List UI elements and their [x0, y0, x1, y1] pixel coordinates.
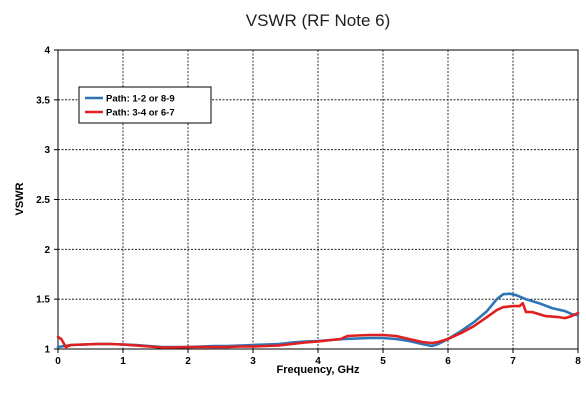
series-line-2	[56, 301, 580, 349]
x-tick-label: 3	[250, 356, 256, 367]
y-tick-label: 1	[44, 345, 50, 356]
y-tick-label: 4	[44, 46, 50, 57]
x-axis-label: Frequency, GHz	[277, 364, 360, 376]
y-tick-labels: 1 1.5 2 2.5 3 3.5 4	[36, 46, 50, 356]
y-tick-label: 3.5	[36, 95, 50, 106]
x-tick-label: 2	[185, 356, 191, 367]
chart-title: VSWR (RF Note 6)	[246, 11, 391, 30]
legend: Path: 1-2 or 8-9 Path: 3-4 or 6-7	[78, 86, 212, 124]
legend-box	[78, 86, 212, 124]
y-tick-label: 3	[44, 145, 50, 156]
x-tick-label: 5	[380, 356, 386, 367]
y-tick-label: 2	[44, 245, 50, 256]
legend-label-2: Path: 3-4 or 6-7	[106, 108, 175, 119]
legend-label-1: Path: 1-2 or 8-9	[106, 94, 175, 105]
x-tick-label: 6	[445, 356, 451, 367]
series-layer	[56, 292, 580, 349]
x-tick-label: 4	[315, 356, 321, 367]
y-axis-label: VSWR	[14, 182, 26, 215]
x-tick-label: 8	[575, 356, 581, 367]
y-tick-label: 1.5	[36, 295, 50, 306]
x-tick-label: 0	[55, 356, 61, 367]
x-tick-label: 7	[510, 356, 516, 367]
y-tick-label: 2.5	[36, 195, 50, 206]
x-tick-label: 1	[120, 356, 126, 367]
x-tick-labels: 0 1 2 3 4 5 6 7 8	[55, 356, 581, 367]
